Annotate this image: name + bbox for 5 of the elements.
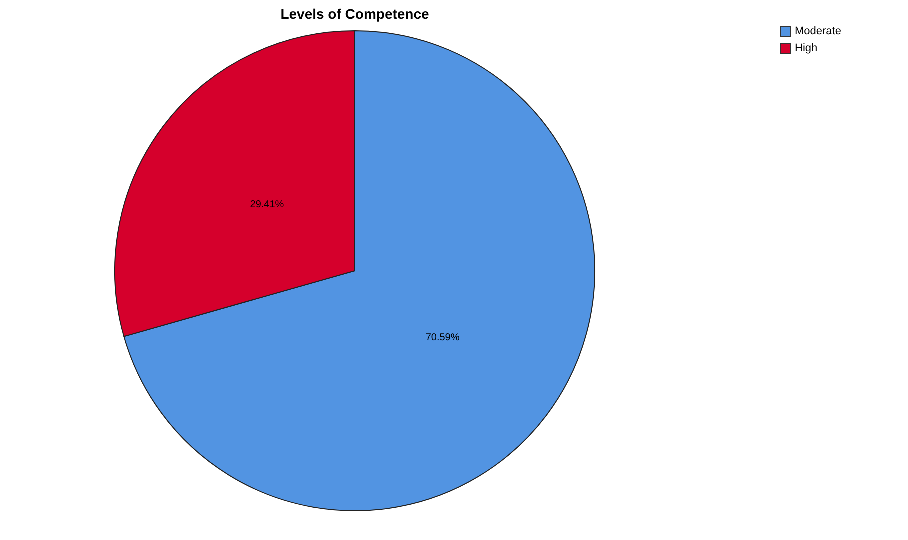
data-label: 29.41% (250, 200, 284, 211)
legend-label: High (795, 42, 818, 54)
legend-label: Moderate (795, 26, 842, 38)
chart-title: Levels of Competence (280, 6, 430, 22)
data-label: 70.59% (426, 332, 460, 344)
